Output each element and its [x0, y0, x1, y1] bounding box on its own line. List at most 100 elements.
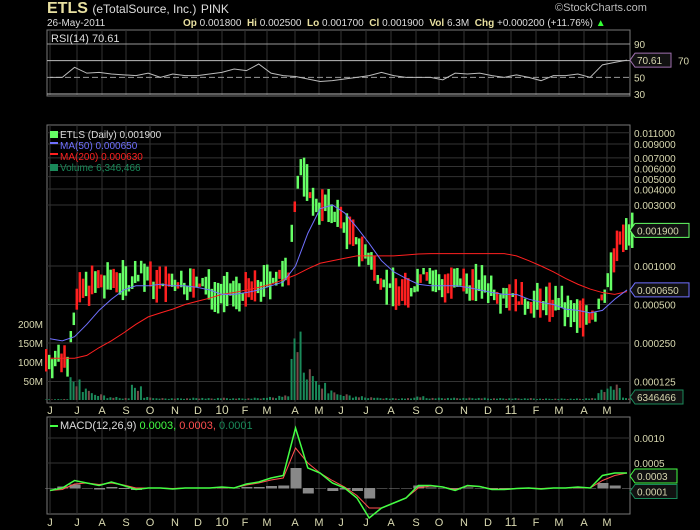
price-bar: [225, 272, 229, 307]
price-bar: [271, 277, 275, 283]
price-bar: [146, 266, 149, 281]
price-bar: [112, 268, 115, 289]
price-bar: [557, 297, 560, 310]
volume-bar: [594, 398, 597, 400]
volume-bar: [450, 398, 453, 400]
volume-bar: [48, 399, 50, 400]
volume-bar: [302, 372, 305, 400]
volume-legend: Volume 6,346,466: [60, 163, 141, 174]
price-bar: [523, 298, 527, 315]
macd-histogram-bar: [45, 488, 56, 489]
price-bar: [250, 281, 253, 300]
price-bar: [462, 268, 465, 292]
volume-bar: [241, 398, 244, 400]
volume-bar: [244, 398, 247, 400]
price-bar: [109, 269, 112, 290]
price-bar: [483, 275, 487, 293]
up-arrow-icon: ▲: [595, 18, 606, 29]
x-tick-label: S: [412, 405, 419, 417]
volume-bar: [152, 398, 155, 400]
price-bar: [575, 299, 579, 333]
volume-bar: [256, 398, 259, 400]
x-tick-label-bottom: A: [291, 517, 299, 529]
price-bar: [195, 276, 198, 288]
x-tick-label: D: [194, 405, 202, 417]
volume-bar: [597, 393, 600, 400]
volume-bar: [422, 396, 425, 400]
price-bar: [262, 265, 266, 297]
price-bar: [63, 345, 66, 368]
price-bar: [517, 301, 521, 305]
volume-bar: [238, 398, 241, 400]
price-bar: [342, 222, 346, 233]
price-bar: [274, 271, 278, 286]
volume-bar: [529, 398, 532, 400]
volume-bar: [121, 398, 124, 400]
price-bar: [90, 265, 94, 295]
volume-bar: [63, 398, 66, 400]
price-bar: [327, 189, 330, 223]
volume-bar: [336, 394, 339, 400]
volume-bar: [373, 397, 376, 400]
volume-bar: [492, 398, 495, 400]
volume-bar: [554, 398, 557, 400]
volume-bar: [213, 398, 216, 400]
volume-bar: [299, 331, 302, 400]
macd-histogram-bar: [364, 488, 376, 499]
volume-bar: [379, 398, 382, 400]
volume-bar: [453, 397, 456, 400]
price-bar: [149, 261, 152, 287]
volume-bar: [72, 381, 75, 400]
x-tick-label-bottom: J: [363, 517, 369, 529]
volume-bar: [195, 398, 198, 400]
hi-label: Hi: [246, 18, 257, 29]
volume-bar: [575, 398, 578, 400]
price-bar: [545, 286, 548, 316]
volume-bar: [539, 398, 542, 400]
price-bar: [133, 260, 137, 284]
price-bar: [459, 278, 462, 286]
price-bar: [183, 282, 186, 295]
volume-bar: [520, 398, 523, 400]
volume-bar: [225, 398, 228, 400]
volume-tick-label: 200M: [18, 320, 43, 331]
x-tick-label: A: [98, 405, 106, 417]
price-bar: [394, 278, 398, 310]
price-tick-label: 0.003000: [634, 201, 676, 212]
price-legend: ETLS (Daily) 0.001900: [60, 130, 162, 141]
volume-bar: [69, 377, 72, 400]
macd-histogram-bar: [265, 486, 277, 489]
volume-bar: [321, 388, 324, 400]
macd-hist-value: 0.0001: [219, 420, 253, 432]
price-bar: [339, 206, 343, 229]
price-bar: [330, 204, 333, 224]
volume-bar: [112, 397, 115, 400]
price-bar: [450, 267, 453, 299]
volume-bar: [394, 398, 397, 400]
source-credit[interactable]: ©StockCharts.com: [555, 2, 647, 14]
price-last-value: 0.001900: [637, 226, 679, 237]
price-bar: [364, 244, 367, 259]
price-bar: [81, 278, 85, 298]
x-tick-label-bottom: M: [314, 517, 323, 529]
price-bar: [115, 272, 118, 293]
macd-histogram-bar: [376, 488, 388, 489]
price-tick-label: 0.011000: [634, 129, 675, 140]
ma50-legend-icon: [50, 142, 58, 144]
volume-bar: [170, 398, 173, 400]
rsi-tick-label: 50: [634, 73, 646, 84]
volume-bar: [462, 397, 465, 400]
price-tick-label: 0.005000: [634, 175, 676, 186]
price-bar: [278, 269, 281, 279]
volume-bar: [308, 369, 311, 400]
price-bar: [492, 289, 496, 301]
price-bar: [232, 280, 235, 307]
volume-bar: [514, 398, 517, 400]
volume-bar: [456, 398, 459, 400]
price-bar: [94, 271, 97, 293]
price-bar: [625, 218, 628, 250]
volume-bar: [207, 398, 210, 400]
x-tick-label-bottom: A: [387, 517, 395, 529]
volume-bar: [75, 386, 78, 400]
x-tick-label-bottom: N: [460, 517, 468, 529]
